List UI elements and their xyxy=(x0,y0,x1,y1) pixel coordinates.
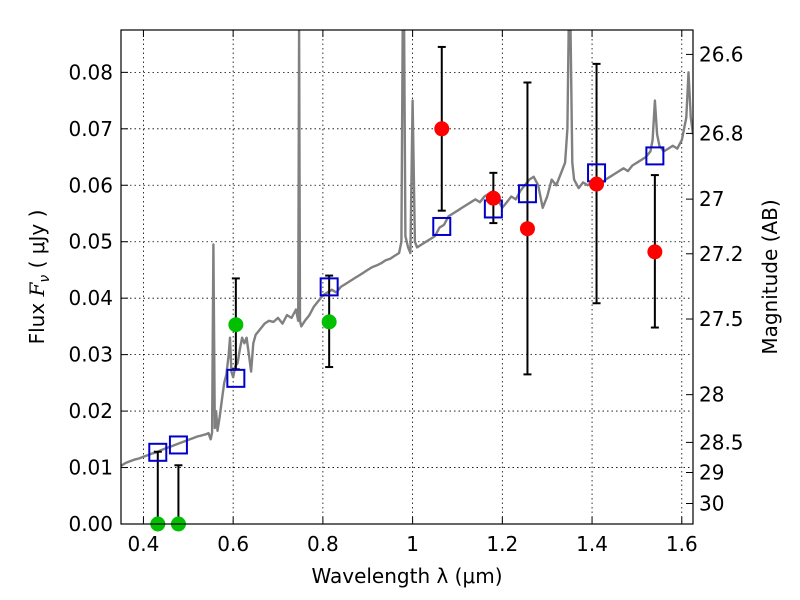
y-tick-label: 0.00 xyxy=(68,512,113,536)
model-photometry-square xyxy=(148,442,168,462)
x-tick-label: 1.6 xyxy=(666,532,698,556)
axis-ticks: 0.4 0.6 0.8 1 1.2 1.4 1.6 0.00 0.01 0.02 0.03 0.04 0… xyxy=(68,30,744,556)
y-tick-label: 0.03 xyxy=(68,343,113,367)
x-tick-label: 0.8 xyxy=(307,532,339,556)
y-tick-label: 0.04 xyxy=(68,286,113,310)
observed-point-green xyxy=(321,314,337,330)
model-photometry-square xyxy=(517,184,537,204)
y-axis-label-units: ( μJy ) xyxy=(25,210,49,275)
x-tick-label: 0.6 xyxy=(217,532,249,556)
observed-point-red xyxy=(485,190,501,206)
plot-frame xyxy=(120,29,694,525)
observed-point-red xyxy=(519,221,535,237)
observed-point-red xyxy=(589,176,605,192)
y2-tick-label: 28.5 xyxy=(699,430,744,454)
y-axis-label-text: Flux xyxy=(25,296,49,344)
model-photometry-square xyxy=(645,146,665,166)
x-axis-label: Wavelength λ (μm) xyxy=(311,564,502,588)
y-tick-label: 0.01 xyxy=(68,456,113,480)
observed-point-red xyxy=(434,121,450,137)
x-tick-label: 1.2 xyxy=(486,532,518,556)
model-photometry-square xyxy=(432,216,452,236)
y-tick-label: 0.08 xyxy=(68,60,113,84)
y2-tick-label: 30 xyxy=(699,492,724,516)
y-axis-label-subscript: ν xyxy=(37,275,53,283)
model-photometry-square xyxy=(168,435,188,455)
model-photometry-square xyxy=(319,277,339,297)
x-tick-label: 1 xyxy=(406,532,419,556)
y-axis-label-symbol: F xyxy=(25,281,49,297)
model-photometry-square xyxy=(226,368,246,388)
observed-point-green xyxy=(228,317,244,333)
y2-axis-label: Magnitude (AB) xyxy=(758,199,782,354)
observed-point-red xyxy=(647,244,663,260)
y2-tick-label: 27 xyxy=(699,187,724,211)
x-tick-label: 0.4 xyxy=(128,532,160,556)
y-tick-label: 0.02 xyxy=(68,399,113,423)
y2-tick-label: 28 xyxy=(699,383,724,407)
y2-tick-label: 27.5 xyxy=(699,307,744,331)
y-axis-label: Flux Fν ( μJy ) xyxy=(25,210,53,345)
y2-tick-label: 26.6 xyxy=(699,42,744,66)
y-tick-label: 0.05 xyxy=(68,230,113,254)
y2-tick-label: 29 xyxy=(699,461,724,485)
y-tick-label: 0.06 xyxy=(68,173,113,197)
y2-tick-label: 27.2 xyxy=(699,242,744,266)
x-tick-label: 1.4 xyxy=(576,532,608,556)
y2-tick-label: 26.8 xyxy=(699,121,744,145)
y-tick-label: 0.07 xyxy=(68,117,113,141)
data-markers xyxy=(148,121,665,532)
